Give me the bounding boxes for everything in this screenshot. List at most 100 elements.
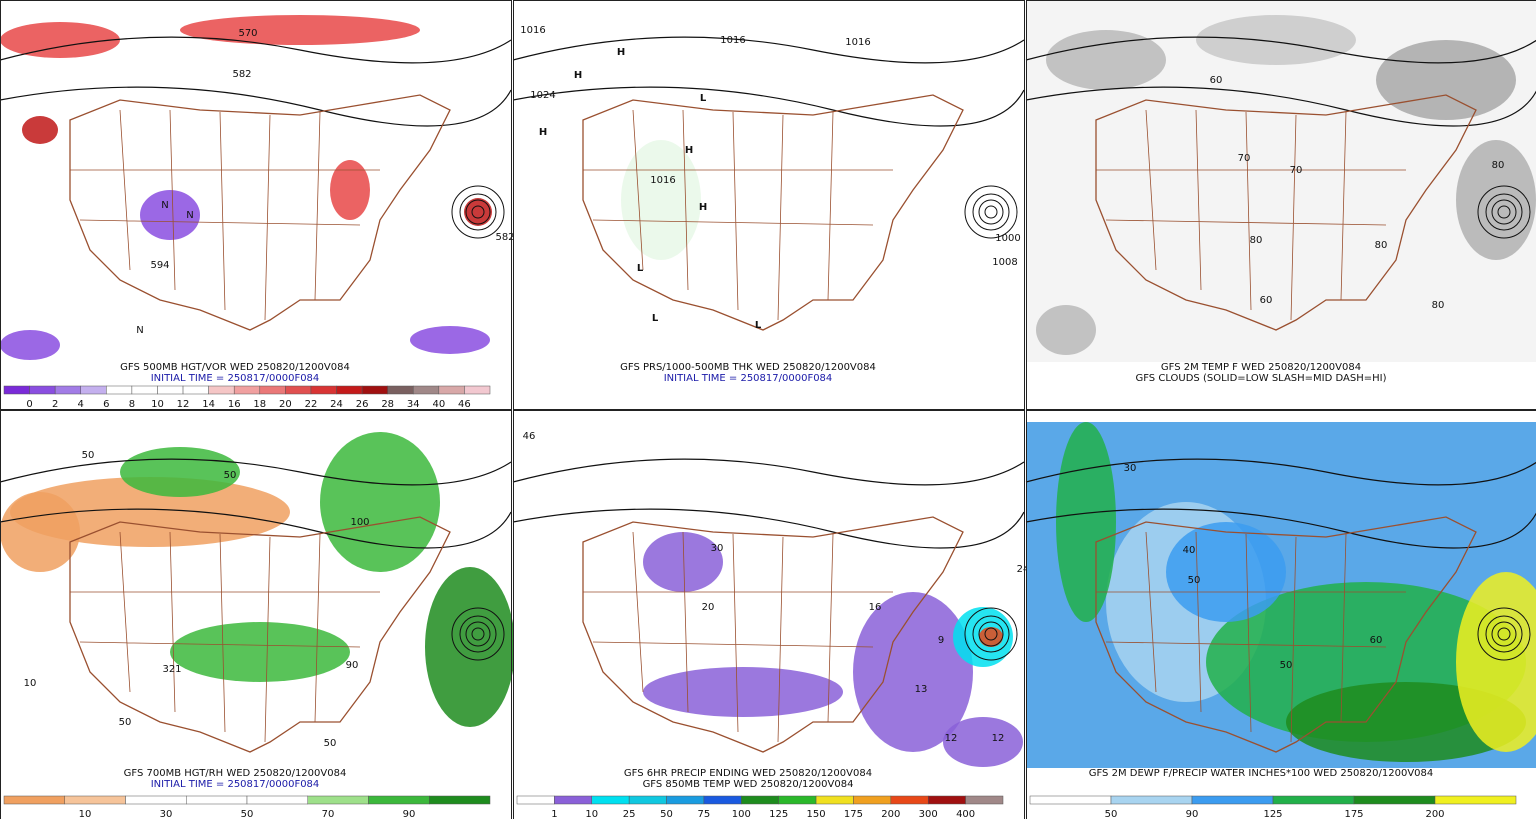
caption: GFS 850MB TEMP WED 250820/1200V084 <box>643 779 854 790</box>
map-label: 60 <box>1370 635 1383 646</box>
storm-contour <box>471 205 485 219</box>
map-background <box>0 0 511 362</box>
panel-border <box>1026 410 1536 819</box>
colorbar-label: 4 <box>78 399 84 410</box>
map-label: 80 <box>1492 160 1505 171</box>
contour <box>512 508 1025 549</box>
caption: INITIAL TIME = 250817/0000F084 <box>664 373 833 384</box>
map-shading <box>425 567 515 727</box>
colorbar-swatch <box>554 795 593 805</box>
map-geography <box>1025 458 1536 753</box>
map-geography <box>1025 36 1536 331</box>
map-shading <box>1456 140 1536 260</box>
storm-contour <box>964 607 1018 661</box>
map-shading <box>1196 15 1356 65</box>
map-label: 9 <box>938 635 944 646</box>
map-shading <box>1456 572 1536 752</box>
map-shading <box>643 667 843 717</box>
map-geography <box>512 458 1025 753</box>
country-outline <box>69 94 451 331</box>
map-label: H <box>699 202 707 213</box>
map-shading <box>0 330 60 360</box>
map-label: 50 <box>324 738 337 749</box>
map-label: L <box>637 263 644 274</box>
caption: GFS 2M DEWP F/PRECIP WATER INCHES*100 WE… <box>1089 768 1434 779</box>
state-lines <box>583 109 893 321</box>
map-geography <box>0 36 512 331</box>
map-label: L <box>700 93 707 104</box>
colorbar-label: 14 <box>202 399 215 410</box>
panel: 1016 1016 1016 1024 1016 1008 1000 H H H H H L L L L GFS… <box>512 0 1025 410</box>
colorbar-label: 34 <box>407 399 420 410</box>
map-label: 50 <box>119 717 132 728</box>
colorbar-swatch <box>516 795 555 805</box>
storm-contour <box>1491 199 1517 225</box>
colorbar-swatch <box>3 795 65 805</box>
colorbar-swatch <box>429 795 491 805</box>
map-shading <box>853 592 973 752</box>
storm-contour <box>465 199 491 225</box>
map-label: 1008 <box>992 257 1017 268</box>
colorbar-swatch <box>29 385 56 395</box>
colorbar-label: 70 <box>322 809 335 819</box>
storm-contour <box>978 621 1004 647</box>
caption: GFS 700MB HGT/RH WED 250820/1200V084 <box>124 768 347 779</box>
colorbar-swatch <box>1272 795 1355 805</box>
country-outline <box>582 516 964 753</box>
panel-border <box>0 410 512 819</box>
storm-contour <box>1497 205 1511 219</box>
state-lines <box>1096 109 1406 321</box>
storm-contour <box>465 621 491 647</box>
storm-contour <box>451 185 505 239</box>
country-outline <box>582 94 964 331</box>
map-shading <box>0 492 80 572</box>
map-shading <box>0 22 120 58</box>
map-label: 80 <box>1375 240 1388 251</box>
map-label: 40 <box>1183 545 1196 556</box>
colorbar-label: 46 <box>458 399 471 410</box>
panel: 46 24 9 16 13 12 12 20 30 GFS 6HR PRECIP ENDING W… <box>512 410 1029 819</box>
map-label: 321 <box>162 664 181 675</box>
colorbar-label: 300 <box>919 809 938 819</box>
colorbar-swatch <box>186 795 248 805</box>
colorbar-label: 6 <box>103 399 109 410</box>
map-label: 70 <box>1290 165 1303 176</box>
colorbar-swatch <box>208 385 235 395</box>
panel: 570 582 594 582 N N N GFS 500MB HGT/VOR WED 250… <box>0 0 515 410</box>
colorbar-swatch <box>285 385 312 395</box>
map-label: 80 <box>1250 235 1263 246</box>
colorbar-swatch <box>464 385 491 395</box>
colorbar-label: 10 <box>151 399 164 410</box>
map-label: 50 <box>82 450 95 461</box>
caption: INITIAL TIME = 250817/0000F084 <box>151 373 320 384</box>
storm-contour <box>984 205 998 219</box>
colorbar-label: 90 <box>403 809 416 819</box>
colorbar-label: 26 <box>356 399 369 410</box>
contour <box>512 36 1025 64</box>
contour <box>0 458 512 486</box>
colorbar-swatch <box>361 385 388 395</box>
storm-contour <box>1477 185 1531 239</box>
map-label: 1016 <box>650 175 675 186</box>
map-shading <box>1046 30 1166 90</box>
map-shading <box>120 447 240 497</box>
colorbar-swatch <box>233 385 261 395</box>
map-shading <box>180 15 420 45</box>
map-shading <box>979 627 1003 647</box>
colorbar-label: 10 <box>585 809 598 819</box>
map-label: 50 <box>1188 575 1201 586</box>
map-shading <box>410 326 490 354</box>
colorbar-swatch <box>591 795 630 805</box>
contour <box>0 508 512 549</box>
colorbar-label: 125 <box>1263 809 1282 819</box>
colorbar-label: 1 <box>551 809 557 819</box>
colorbar-swatch <box>182 385 209 395</box>
contour <box>0 86 512 127</box>
colorbar-label: 50 <box>1105 809 1118 819</box>
caption: GFS 500MB HGT/VOR WED 250820/1200V084 <box>120 362 350 373</box>
map-shading <box>22 116 58 144</box>
colorbar-swatch <box>336 385 363 395</box>
map-label: H <box>574 70 582 81</box>
contour <box>1025 458 1536 486</box>
